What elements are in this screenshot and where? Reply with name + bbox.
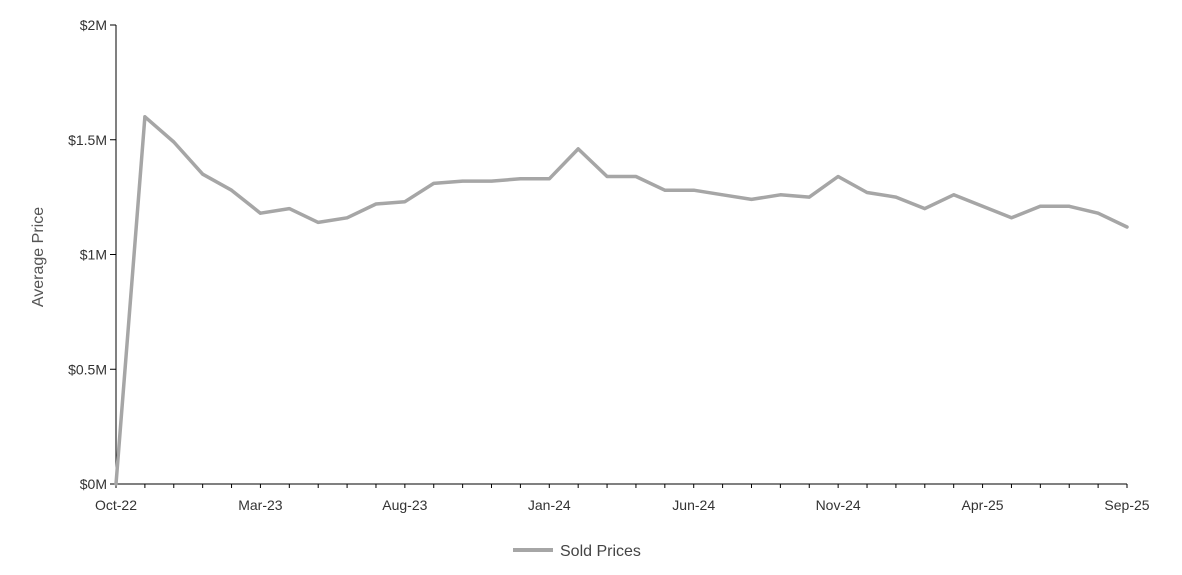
- data-point[interactable]: [1096, 211, 1100, 215]
- data-point[interactable]: [432, 181, 436, 185]
- data-point[interactable]: [258, 211, 262, 215]
- data-point[interactable]: [345, 216, 349, 220]
- data-point[interactable]: [1067, 204, 1071, 208]
- data-point[interactable]: [490, 179, 494, 183]
- x-tick-label: Mar-23: [238, 497, 283, 513]
- x-tick-label: Sep-25: [1104, 497, 1149, 513]
- data-point[interactable]: [836, 174, 840, 178]
- x-tick-label: Jan-24: [528, 497, 571, 513]
- series-line-sold-prices[interactable]: [114, 115, 1129, 486]
- y-tick-label: $1.5M: [68, 132, 107, 148]
- data-point[interactable]: [1038, 204, 1042, 208]
- data-point[interactable]: [981, 204, 985, 208]
- series-layer: [114, 115, 1129, 486]
- x-tick-label: Apr-25: [962, 497, 1004, 513]
- data-point[interactable]: [518, 177, 522, 181]
- data-point[interactable]: [403, 200, 407, 204]
- data-point[interactable]: [923, 207, 927, 211]
- x-tick-label: Nov-24: [816, 497, 861, 513]
- y-tick-label: $2M: [80, 17, 107, 33]
- data-point[interactable]: [230, 188, 234, 192]
- data-point[interactable]: [692, 188, 696, 192]
- x-tick-label: Jun-24: [672, 497, 715, 513]
- y-tick-label: $1M: [80, 247, 107, 263]
- data-point[interactable]: [865, 191, 869, 195]
- x-tick-label: Oct-22: [95, 497, 137, 513]
- legend-label-sold-prices: Sold Prices: [560, 543, 641, 560]
- data-point[interactable]: [576, 147, 580, 151]
- data-point[interactable]: [1009, 216, 1013, 220]
- y-tick-label: $0.5M: [68, 361, 107, 377]
- data-point[interactable]: [143, 115, 147, 119]
- data-point[interactable]: [894, 195, 898, 199]
- data-point[interactable]: [663, 188, 667, 192]
- data-point[interactable]: [114, 482, 118, 486]
- y-tick-label: $0M: [80, 476, 107, 492]
- data-point[interactable]: [749, 197, 753, 201]
- data-point[interactable]: [721, 193, 725, 197]
- data-point[interactable]: [316, 220, 320, 224]
- data-point[interactable]: [605, 174, 609, 178]
- legend[interactable]: Sold Prices: [513, 543, 641, 560]
- data-point[interactable]: [807, 195, 811, 199]
- data-point[interactable]: [778, 193, 782, 197]
- data-point[interactable]: [952, 193, 956, 197]
- data-point[interactable]: [172, 140, 176, 144]
- data-point[interactable]: [547, 177, 551, 181]
- data-point[interactable]: [374, 202, 378, 206]
- x-tick-label: Aug-23: [382, 497, 427, 513]
- data-point[interactable]: [634, 174, 638, 178]
- y-axis-title: Average Price: [30, 207, 47, 307]
- data-point[interactable]: [461, 179, 465, 183]
- data-point[interactable]: [287, 207, 291, 211]
- y-axis: $0M $0.5M $1M $1.5M $2M: [68, 17, 117, 492]
- data-point[interactable]: [1125, 225, 1129, 229]
- data-point[interactable]: [201, 172, 205, 176]
- x-axis: Oct-22 Mar-23 Aug-23 Jan-24 Jun-24 Nov-24 Apr-…: [95, 483, 1150, 513]
